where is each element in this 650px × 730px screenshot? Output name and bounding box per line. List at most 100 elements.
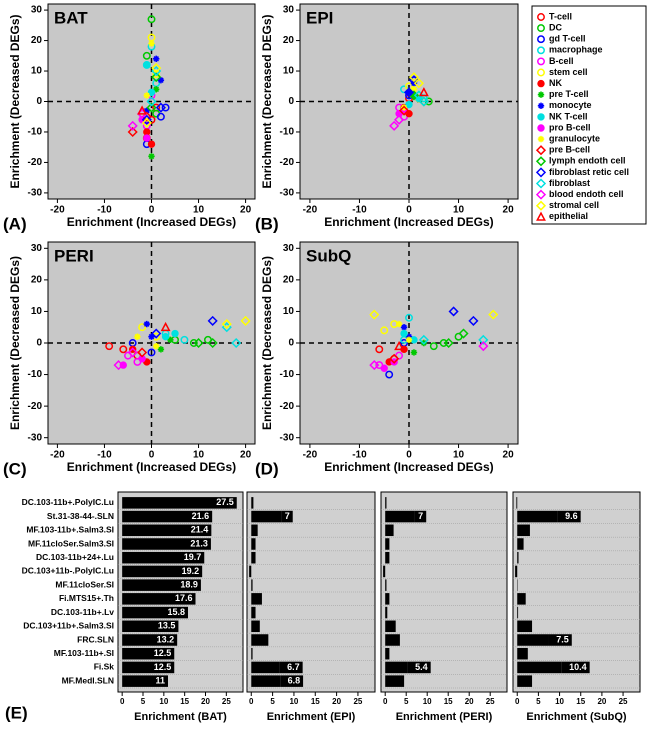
point [410, 349, 418, 356]
y-tick-label: 0 [36, 96, 42, 107]
y-tick-label: -30 [28, 432, 43, 443]
bar [383, 565, 386, 578]
bar [122, 606, 188, 619]
bar [251, 606, 256, 619]
legend-label: T-cell [549, 11, 572, 21]
category-label: MF.11cloSer.Salm3.SI [28, 538, 114, 548]
bar [251, 551, 256, 564]
value-label: 27.5 [216, 497, 234, 507]
point [180, 335, 189, 344]
point [189, 339, 198, 347]
bar [251, 620, 260, 633]
point [380, 364, 388, 372]
bar [122, 634, 178, 646]
value-label: 15.8 [167, 607, 185, 617]
point [405, 89, 413, 96]
point [375, 345, 384, 354]
x-tick-label: 0 [406, 450, 412, 461]
bar [517, 538, 524, 550]
legend-marker [535, 178, 547, 189]
x-tick-label: 0 [515, 697, 520, 706]
point [147, 140, 156, 148]
point [398, 105, 410, 116]
point [478, 334, 489, 345]
point [143, 61, 151, 69]
x-tick-label: 20 [240, 450, 252, 461]
value-label: 9.6 [565, 511, 578, 521]
point [369, 309, 380, 320]
legend-marker [537, 113, 545, 121]
y-axis-title: Enrichment (Decreased DEGs) [260, 256, 274, 430]
point [405, 100, 413, 109]
x-tick-label: 25 [486, 697, 495, 706]
point [156, 112, 165, 121]
bar [517, 647, 528, 660]
y-tick-label: 0 [288, 96, 294, 107]
y-tick-label: 30 [283, 5, 295, 16]
x-tick-label: 0 [383, 697, 388, 706]
x-axis-title: Enrichment (Increased DEGs) [324, 215, 493, 229]
value-label-box [280, 675, 304, 687]
panel-label: (B) [255, 214, 279, 233]
x-tick-label: 10 [289, 697, 298, 706]
y-tick-label: -30 [280, 188, 295, 199]
bar [385, 620, 396, 633]
value-label: 21.4 [191, 525, 209, 535]
x-tick-label: 15 [444, 697, 453, 706]
point [193, 337, 204, 349]
x-tick-label: 5 [141, 697, 146, 706]
bar [122, 524, 212, 537]
bar [385, 579, 387, 591]
legend-label: blood endoth cell [549, 189, 624, 199]
value-label-box [279, 661, 303, 674]
legend-label: granulocyte [549, 133, 600, 143]
point [157, 76, 165, 84]
point [127, 347, 138, 358]
x-tick-label: 10 [453, 450, 465, 461]
point [153, 55, 160, 63]
point [146, 96, 157, 107]
category-label: MF.103-11b+.SI [54, 648, 114, 658]
category-label: DC.103+11b+.Salm3.SI [23, 621, 114, 631]
y-tick-label: 0 [288, 338, 294, 349]
legend-marker [535, 145, 547, 156]
bar [122, 661, 175, 674]
category-label: St.31-38-44-.SLN [47, 511, 114, 521]
bar [122, 620, 179, 633]
bar [385, 510, 415, 523]
panel-title: PERI [54, 246, 94, 265]
value-label: 13.2 [157, 634, 175, 644]
point [127, 120, 138, 131]
x-tick-label: 0 [149, 450, 155, 461]
point [389, 353, 400, 364]
point [148, 153, 155, 160]
point [161, 103, 170, 112]
y-tick-label: -20 [28, 157, 43, 168]
value-label: 12.5 [154, 662, 172, 672]
point [448, 306, 459, 317]
point [394, 114, 405, 125]
point [478, 341, 489, 352]
legend-label: lymph endoth cell [549, 156, 626, 166]
panel-label: (D) [255, 459, 279, 478]
y-tick-label: 10 [31, 66, 43, 77]
point [488, 309, 499, 320]
point [167, 336, 174, 344]
y-tick-label: 20 [283, 35, 295, 46]
point [127, 126, 138, 138]
bar [251, 593, 262, 605]
point [171, 329, 179, 338]
x-tick-label: 15 [576, 697, 585, 706]
panel-label: (E) [5, 703, 28, 722]
value-label: 21.6 [192, 511, 210, 521]
x-tick-label: 10 [193, 450, 205, 461]
x-axis-title: Enrichment (Increased DEGs) [67, 215, 236, 229]
category-label: DC.103+11b-.PolyIC.Lu [22, 566, 114, 576]
point [151, 62, 162, 74]
legend-marker [535, 189, 547, 200]
bar [122, 538, 211, 550]
value-label-box [561, 661, 590, 674]
bar [122, 510, 213, 523]
x-tick-label: 20 [332, 697, 341, 706]
